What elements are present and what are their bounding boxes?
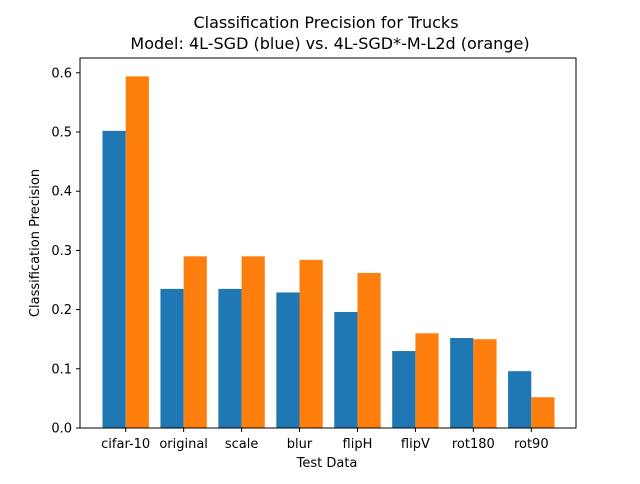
- x-tick-label: flipV: [401, 437, 430, 452]
- bar-series-2-blur: [299, 259, 323, 428]
- bar-series-1-blur: [276, 292, 300, 428]
- y-ticks-group: 0.0 0.1 0.2 0.3 0.4 0.5 0.6: [51, 66, 80, 437]
- y-tick-label: 0.6: [51, 66, 72, 81]
- x-tick-label: blur: [287, 437, 313, 452]
- bar-series-2-flipV: [415, 333, 439, 428]
- y-tick-label: 0.3: [51, 244, 72, 259]
- x-tick-label: original: [159, 437, 208, 452]
- bar-series-1-rot180: [450, 338, 474, 428]
- x-tick-label: rot180: [452, 437, 495, 452]
- y-tick-label: 0.5: [51, 126, 72, 141]
- bar-series-2-cifar-10: [125, 76, 149, 428]
- y-axis-label: Classification Precision: [28, 169, 43, 317]
- x-axis-label: Test Data: [296, 456, 358, 471]
- y-tick-label: 0.1: [51, 362, 72, 377]
- x-ticks-group: cifar-10 original scale blur flipH flipV rot18…: [101, 428, 549, 452]
- bar-series-1-flipH: [334, 311, 358, 428]
- y-tick-label: 0.4: [51, 185, 72, 200]
- bar-series-1-rot90: [508, 371, 532, 428]
- bar-series-2-rot90: [531, 397, 555, 428]
- bar-series-1-flipV: [392, 351, 416, 428]
- bar-series-2-rot180: [473, 339, 497, 428]
- bar-series-1-cifar-10: [102, 130, 126, 428]
- bar-series-2-flipH: [357, 272, 381, 428]
- plot-frame: [79, 57, 577, 429]
- bar-series-1-scale: [218, 288, 242, 428]
- bars-group: [102, 76, 555, 428]
- x-tick-label: scale: [225, 437, 259, 452]
- chart-subtitle: Model: 4L-SGD (blue) vs. 4L-SGD*-M-L2d (…: [130, 34, 529, 53]
- x-tick-label: rot90: [514, 437, 549, 452]
- x-tick-label: cifar-10: [101, 437, 150, 452]
- bar-series-2-original: [183, 256, 207, 428]
- bar-series-1-original: [160, 288, 184, 428]
- chart-title: Classification Precision for Trucks: [193, 13, 458, 32]
- y-tick-label: 0.2: [51, 303, 72, 318]
- x-tick-label: flipH: [343, 437, 373, 452]
- y-tick-label: 0.0: [51, 422, 72, 437]
- bar-series-2-scale: [241, 256, 265, 428]
